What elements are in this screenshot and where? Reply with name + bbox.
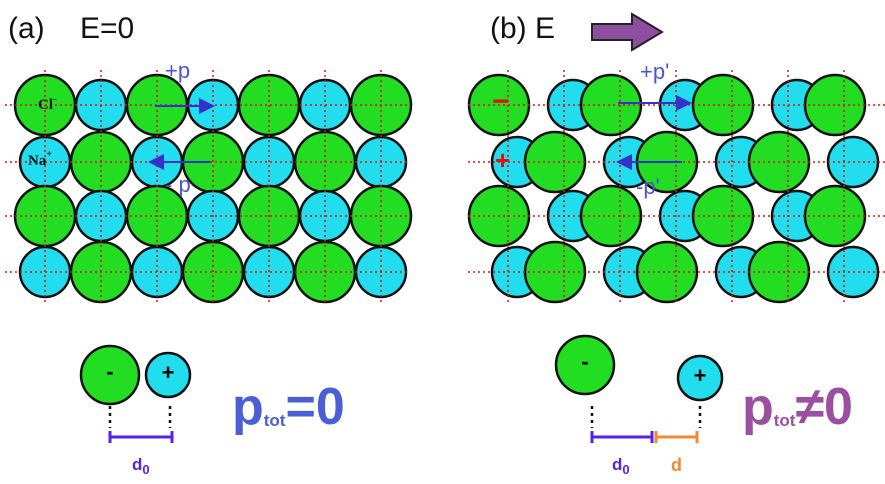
d-symbol: d [132, 455, 142, 474]
total-symbol: p [742, 378, 774, 436]
distance-bar [592, 431, 652, 443]
total-sub: tot [264, 411, 286, 430]
total-label: ptot=0 [232, 378, 345, 436]
total-sub: tot [774, 411, 796, 430]
na-symbol: Na [28, 153, 47, 169]
dipole-label: +p [165, 58, 190, 83]
panel-b-label: (b) E [490, 12, 555, 45]
d-symbol: d [612, 455, 622, 474]
shift-bar [656, 431, 697, 443]
cation-sign: + [694, 363, 707, 388]
cl-symbol: Cl [38, 97, 53, 113]
dipole-label: - p [165, 172, 191, 197]
distance-label: d0 [612, 455, 630, 477]
dipole-label: +p' [640, 59, 669, 84]
d-sub: 0 [622, 462, 629, 477]
total-rel: =0 [285, 378, 344, 436]
cl-charge: - [53, 93, 57, 105]
anion-sign: - [106, 359, 113, 384]
lattice [5, 70, 885, 305]
dipole-label: -p' [636, 174, 660, 199]
diagram: (a) E=0 (b) E Cl- Na+ +p - p − + +p' -p'… [0, 0, 885, 484]
total-label: ptot≠0 [742, 378, 853, 436]
distance-label: d0 [132, 455, 150, 477]
shift-label: d [671, 455, 682, 475]
cation-sign: + [162, 360, 175, 385]
d-sub: 0 [142, 462, 149, 477]
field-label: E=0 [80, 12, 134, 45]
total-symbol: p [232, 378, 264, 436]
distance-bar [110, 431, 172, 443]
anion-mark: − [492, 85, 510, 118]
panel-a-label: (a) [8, 12, 45, 45]
anion-sign: - [581, 349, 588, 374]
total-rel: ≠0 [795, 378, 852, 436]
cation-mark: + [495, 145, 510, 175]
na-charge: + [46, 149, 52, 160]
field-arrow [592, 14, 662, 50]
